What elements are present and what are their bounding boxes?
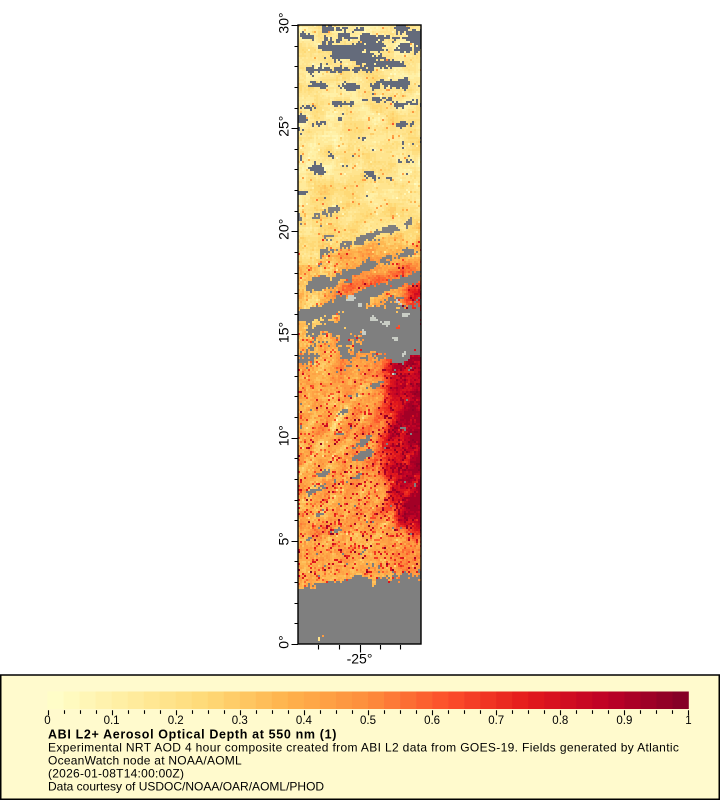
svg-text:Experimental NRT AOD 4 hour co: Experimental NRT AOD 4 hour composite cr… xyxy=(48,740,679,754)
svg-text:0.8: 0.8 xyxy=(552,715,568,727)
svg-text:0.2: 0.2 xyxy=(168,715,184,727)
svg-text:0°: 0° xyxy=(276,635,292,648)
svg-text:15°: 15° xyxy=(276,322,292,343)
svg-text:20°: 20° xyxy=(276,219,292,240)
svg-text:0.7: 0.7 xyxy=(488,715,504,727)
svg-text:0.6: 0.6 xyxy=(424,715,440,727)
svg-text:0.5: 0.5 xyxy=(360,715,376,727)
svg-text:5°: 5° xyxy=(276,532,292,545)
svg-text:0.9: 0.9 xyxy=(616,715,632,727)
svg-text:ABI L2+ Aerosol Optical Depth: ABI L2+ Aerosol Optical Depth at 550 nm … xyxy=(48,727,337,741)
svg-text:30°: 30° xyxy=(276,12,292,33)
svg-text:25°: 25° xyxy=(276,116,292,137)
svg-text:OceanWatch node at NOAA/AOML: OceanWatch node at NOAA/AOML xyxy=(48,753,242,767)
svg-text:10°: 10° xyxy=(276,425,292,446)
svg-text:0.1: 0.1 xyxy=(104,715,120,727)
svg-text:0: 0 xyxy=(44,715,50,727)
svg-text:-25°: -25° xyxy=(347,651,373,667)
svg-text:0.4: 0.4 xyxy=(296,715,313,727)
svg-text:Data courtesy of USDOC/NOAA/OA: Data courtesy of USDOC/NOAA/OAR/AOML/PHO… xyxy=(48,779,324,793)
svg-text:1: 1 xyxy=(685,715,691,727)
svg-text:(2026-01-08T14:00:00Z): (2026-01-08T14:00:00Z) xyxy=(48,766,184,780)
svg-text:0.3: 0.3 xyxy=(232,715,248,727)
